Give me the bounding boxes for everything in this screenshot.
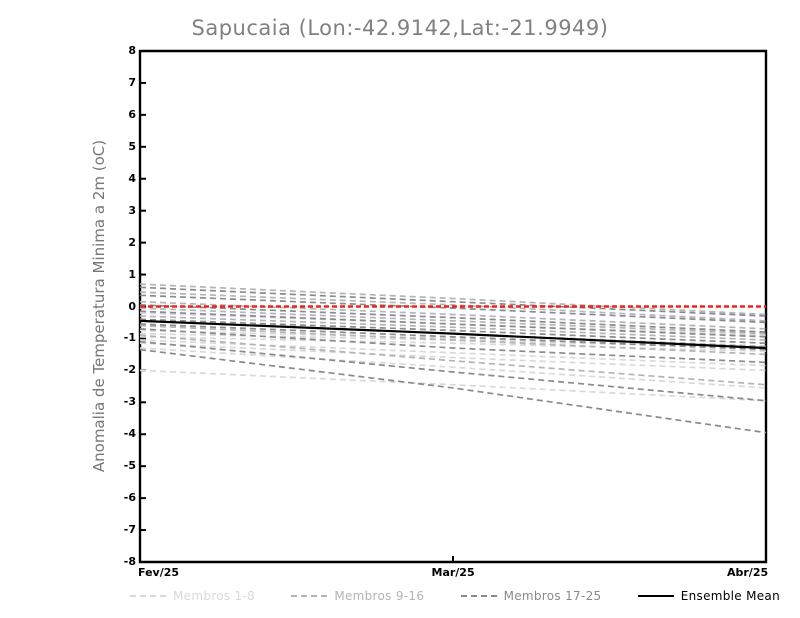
legend-swatch bbox=[291, 595, 328, 597]
legend-swatch bbox=[460, 595, 497, 597]
plot-frame bbox=[138, 49, 768, 564]
y-tick-label: -4 bbox=[123, 427, 136, 441]
series-line bbox=[139, 304, 767, 333]
legend-label: Membros 9-16 bbox=[334, 589, 425, 603]
series-line bbox=[139, 323, 767, 351]
chart-title: Sapucaia (Lon:-42.9142,Lat:-21.9949) bbox=[191, 16, 609, 40]
legend-label: Ensemble Mean bbox=[680, 589, 780, 603]
y-tick-label: 0 bbox=[128, 299, 136, 313]
y-tick-label: -7 bbox=[123, 523, 136, 537]
y-tick-label-wrap: 4 bbox=[110, 171, 136, 185]
series-line bbox=[139, 348, 767, 434]
series-line bbox=[139, 286, 767, 317]
series-line bbox=[139, 310, 767, 338]
series-line bbox=[139, 291, 767, 322]
legend-entry: Ensemble Mean bbox=[637, 589, 780, 603]
y-tick-label: -8 bbox=[123, 555, 136, 568]
series-line bbox=[139, 324, 767, 356]
series-line bbox=[139, 294, 767, 324]
legend-label: Membros 17-25 bbox=[503, 589, 602, 603]
y-tick-label-wrap: 6 bbox=[110, 107, 136, 121]
y-tick-label: 2 bbox=[128, 235, 136, 249]
y-tick-label-wrap: 3 bbox=[110, 203, 136, 217]
y-tick-label: 7 bbox=[128, 75, 136, 89]
x-tick-label: Fev/25 bbox=[138, 566, 180, 579]
y-tick-label: 8 bbox=[128, 44, 136, 57]
y-tick-label-wrap: 2 bbox=[110, 235, 136, 249]
y-tick-label-wrap: 7 bbox=[110, 75, 136, 89]
legend-swatch bbox=[637, 595, 674, 597]
y-tick-label: 1 bbox=[128, 267, 136, 281]
y-tick-label-wrap: -3 bbox=[110, 395, 136, 409]
series-line bbox=[139, 334, 767, 386]
y-tick-label: 3 bbox=[128, 203, 136, 217]
y-tick-label-wrap: -4 bbox=[110, 427, 136, 441]
series-line bbox=[139, 319, 767, 350]
y-tick-label-wrap: -1 bbox=[110, 331, 136, 345]
legend-entry: Membros 9-16 bbox=[291, 589, 424, 603]
y-tick-label-wrap: 1 bbox=[110, 267, 136, 281]
y-tick-label: -5 bbox=[123, 459, 136, 473]
chart-legend: Membros 1-8 Membros 9-16 Membros 17-25 Ense… bbox=[130, 586, 780, 606]
y-tick-label-wrap: -6 bbox=[110, 491, 136, 505]
legend-entry: Membros 17-25 bbox=[460, 589, 602, 603]
y-tick-label: 6 bbox=[128, 107, 136, 121]
y-tick-label-wrap: -2 bbox=[110, 363, 136, 377]
series-line bbox=[139, 335, 767, 353]
y-tick-label-wrap: 8 bbox=[110, 44, 136, 57]
x-tick-label: Mar/25 bbox=[431, 566, 475, 579]
y-tick-label: -1 bbox=[123, 331, 136, 345]
x-tick-label: Abr/25 bbox=[727, 566, 769, 579]
legend-entry: Membros 1-8 bbox=[130, 589, 255, 603]
series-line bbox=[139, 315, 767, 341]
y-tick-label-wrap: -7 bbox=[110, 523, 136, 537]
series-line bbox=[139, 347, 767, 389]
legend-swatch bbox=[130, 595, 166, 597]
y-tick-label: -3 bbox=[123, 395, 136, 409]
series-line bbox=[139, 318, 767, 345]
series-line bbox=[139, 342, 767, 372]
y-tick-label: -2 bbox=[123, 363, 136, 377]
series-line bbox=[139, 328, 767, 364]
y-tick-label-wrap: 0 bbox=[110, 299, 136, 313]
series-line bbox=[139, 369, 767, 402]
y-tick-label-wrap: -5 bbox=[110, 459, 136, 473]
series-line bbox=[139, 307, 767, 335]
series-line bbox=[139, 340, 767, 402]
y-tick-label-wrap: -8 bbox=[110, 555, 136, 568]
legend-label: Membros 1-8 bbox=[173, 589, 256, 603]
y-tick-label: 4 bbox=[128, 171, 136, 185]
y-tick-label: 5 bbox=[128, 139, 136, 153]
series-line bbox=[139, 283, 767, 316]
y-tick-label-wrap: 5 bbox=[110, 139, 136, 153]
y-tick-label: -6 bbox=[123, 491, 136, 505]
